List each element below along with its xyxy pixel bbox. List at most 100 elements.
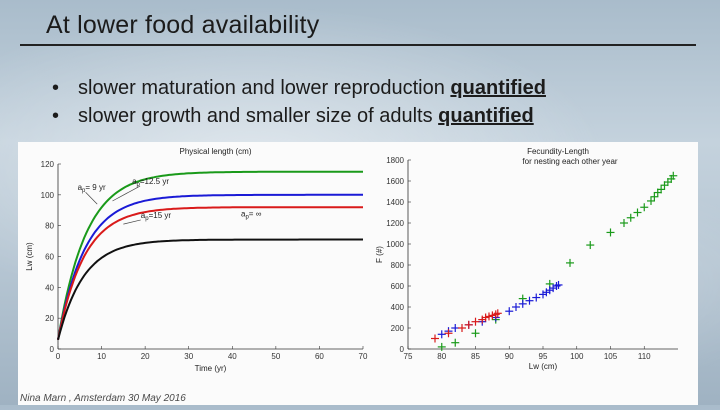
- y-tick-label: 400: [391, 303, 405, 312]
- annotation-label: ap= ∞: [241, 209, 262, 220]
- scatter-point-red: [493, 309, 502, 318]
- scatter-point-green: [669, 171, 678, 180]
- y-tick-label: 60: [45, 253, 54, 262]
- series-line-black: [57, 238, 363, 341]
- scatter-point-blue: [451, 324, 460, 332]
- scatter-point-blue: [525, 296, 534, 305]
- x-tick-label: 105: [604, 352, 618, 361]
- x-axis-label: Lw (cm): [529, 362, 558, 371]
- scatter-point-green: [640, 203, 649, 212]
- scatter-point-green: [586, 241, 595, 250]
- y-tick-label: 120: [41, 160, 55, 169]
- y-tick-label: 0: [50, 345, 55, 354]
- y-tick-label: 800: [391, 261, 405, 270]
- slide-title: At lower food availability: [46, 11, 320, 39]
- y-tick-label: 80: [45, 222, 54, 231]
- scatter-point-red: [464, 320, 473, 329]
- x-tick-label: 30: [184, 352, 193, 361]
- annotation-arrow: [123, 219, 141, 225]
- scatter-point-green: [620, 219, 628, 227]
- annotation-label: ap=12.5 yr: [132, 177, 169, 188]
- scatter-point-green: [650, 192, 659, 201]
- title-divider: [20, 44, 696, 46]
- footer-credit: Nina Marn , Amsterdam 30 May 2016: [20, 393, 186, 404]
- series-line-blue: [57, 193, 363, 340]
- scatter-point-blue: [532, 293, 541, 302]
- bullet-emphasis: quantified: [438, 105, 534, 127]
- annotation-arrow: [85, 191, 98, 205]
- x-tick-label: 40: [228, 352, 237, 361]
- y-axis-label: F (#): [375, 246, 384, 263]
- x-tick-label: 0: [56, 352, 61, 361]
- x-tick-label: 110: [638, 352, 651, 361]
- x-tick-label: 10: [97, 352, 106, 361]
- bullet-dot-icon: •: [52, 77, 60, 99]
- y-tick-label: 1000: [386, 240, 404, 249]
- x-tick-label: 85: [471, 352, 480, 361]
- annotation-label: ap= 9 yr: [78, 183, 106, 194]
- series-line-red: [57, 206, 363, 341]
- x-tick-label: 20: [141, 352, 150, 361]
- bullet-text: slower growth and smaller size of adults: [78, 105, 439, 127]
- scatter-point-green: [437, 342, 446, 351]
- chart-title: Physical length (cm): [179, 147, 251, 156]
- scatter-point-green: [647, 196, 655, 205]
- scatter-point-red: [481, 313, 490, 322]
- bullet-text: slower maturation and lower reproduction: [78, 77, 451, 99]
- annotation-arrow: [112, 185, 141, 202]
- scatter-point-green: [626, 213, 635, 222]
- y-tick-label: 1600: [386, 177, 404, 186]
- scatter-point-green: [606, 228, 615, 237]
- y-tick-label: 0: [400, 345, 405, 354]
- scatter-point-green: [471, 329, 480, 338]
- y-tick-label: 40: [45, 283, 54, 292]
- scatter-point-blue: [437, 330, 446, 339]
- bullet-emphasis: quantified: [450, 77, 546, 99]
- series-line-green: [57, 170, 363, 340]
- annotation-label: ap=15 yr: [141, 211, 172, 222]
- growth-chart: Physical length (cm) 0 20 40 60 80 100 120 0 10 20…: [25, 147, 368, 373]
- scatter-point-red: [431, 334, 439, 343]
- scatter-point-red: [488, 311, 497, 320]
- scatter-point-blue: [554, 280, 563, 289]
- chart-title: Fecundity-Length: [527, 147, 589, 156]
- x-tick-label: 80: [437, 352, 446, 361]
- scatter-point-green: [633, 208, 642, 217]
- scatter-point-red: [485, 312, 493, 321]
- y-axis-label: Lw (cm): [25, 242, 34, 271]
- y-tick-label: 1400: [386, 198, 404, 207]
- x-tick-label: 60: [315, 352, 324, 361]
- scatter-point-red: [471, 317, 480, 326]
- x-tick-label: 50: [271, 352, 280, 361]
- y-tick-label: 200: [391, 324, 405, 333]
- scatter-point-red: [444, 329, 453, 338]
- scatter-point-green: [566, 258, 574, 267]
- bullet-dot-icon: •: [52, 105, 60, 127]
- x-tick-label: 75: [404, 352, 413, 361]
- scatter-point-red: [491, 310, 500, 319]
- bullet-item: • slower maturation and lower reproductio…: [52, 74, 546, 102]
- scatter-point-green: [657, 185, 666, 194]
- x-tick-label: 95: [539, 352, 548, 361]
- bullet-item: • slower growth and smaller size of adult…: [52, 102, 546, 130]
- scatter-point-blue: [552, 282, 561, 290]
- y-tick-label: 20: [45, 314, 54, 323]
- y-tick-label: 1800: [386, 156, 404, 165]
- bullet-list: • slower maturation and lower reproductio…: [52, 74, 546, 130]
- x-axis-label: Time (yr): [195, 364, 227, 373]
- scatter-point-blue: [505, 307, 514, 316]
- figure-panel: Physical length (cm) 0 20 40 60 80 100 120 0 10 20…: [18, 142, 698, 405]
- chart-subtitle: for nesting each other year: [522, 157, 618, 166]
- y-tick-label: 1200: [386, 219, 404, 228]
- scatter-point-blue: [518, 299, 527, 308]
- y-tick-label: 100: [41, 191, 55, 200]
- y-tick-label: 600: [391, 282, 405, 291]
- scatter-point-red: [458, 324, 466, 332]
- scatter-point-blue: [512, 303, 520, 311]
- x-tick-label: 70: [359, 352, 368, 361]
- scatter-point-green: [451, 338, 460, 347]
- x-tick-label: 100: [570, 352, 584, 361]
- x-tick-label: 90: [505, 352, 514, 361]
